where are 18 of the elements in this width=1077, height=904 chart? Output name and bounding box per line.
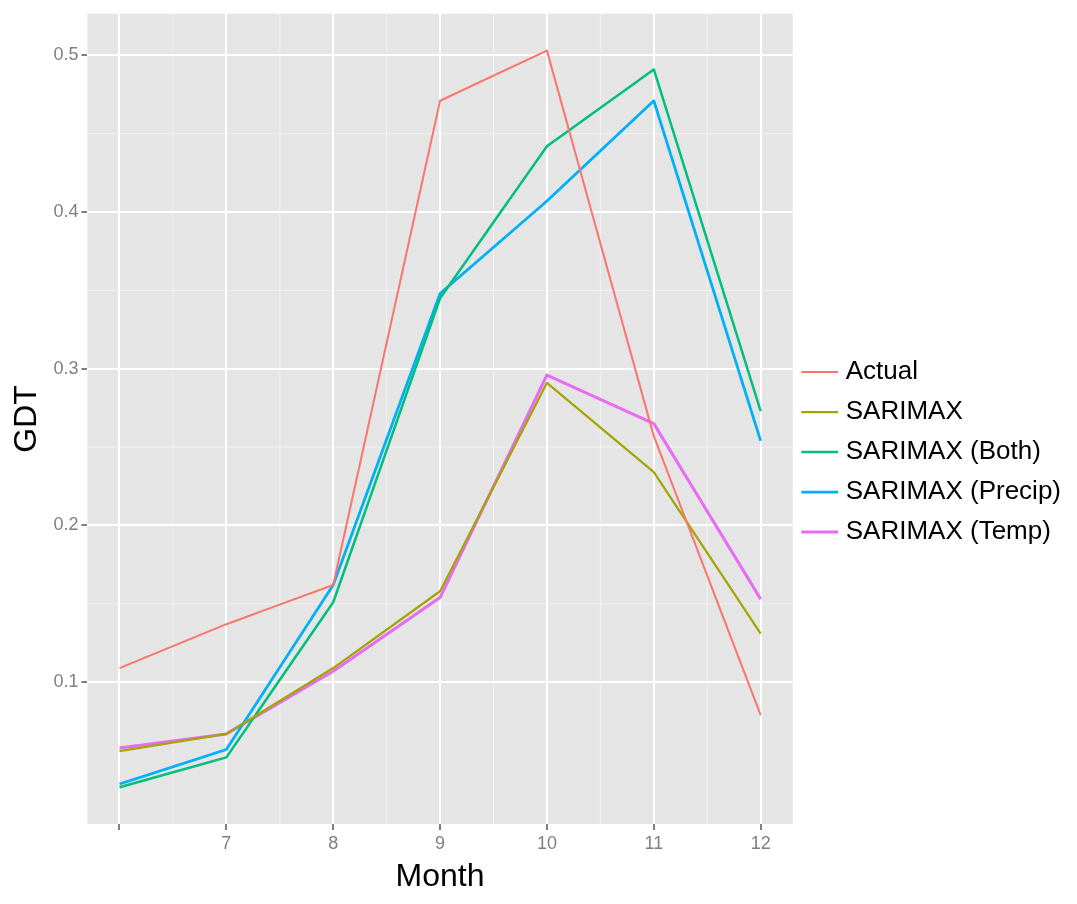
- x-axis-title: Month: [395, 856, 485, 893]
- legend-label: SARIMAX (Temp): [845, 515, 1051, 546]
- x-tick-label: 10: [536, 832, 557, 853]
- legend-label: Actual: [845, 355, 918, 386]
- y-tick-label: 0.4: [53, 201, 79, 222]
- legend-label: SARIMAX: [845, 395, 963, 426]
- y-tick-label: 0.5: [53, 44, 79, 65]
- y-axis-title: GDT: [7, 385, 44, 453]
- y-tick-label: 0.1: [53, 671, 79, 692]
- x-tick-label: 7: [221, 832, 232, 853]
- x-tick-label: 9: [435, 832, 446, 853]
- x-tick-label: 11: [644, 832, 664, 853]
- legend-label: SARIMAX (Precip): [845, 475, 1061, 506]
- x-tick-label: 8: [328, 832, 339, 853]
- x-tick-label: 12: [750, 832, 771, 853]
- y-tick-label: 0.2: [53, 514, 79, 535]
- y-tick-label: 0.3: [53, 357, 79, 378]
- legend-label: SARIMAX (Both): [845, 435, 1041, 466]
